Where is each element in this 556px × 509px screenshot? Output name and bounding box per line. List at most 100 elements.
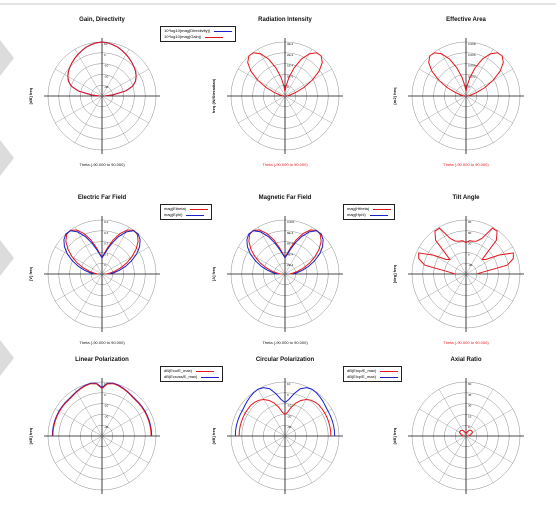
legend-swatch [373, 208, 392, 210]
polar-panel: Linear Polarization 10 0 -10 -20 -30 [dB] freq… [10, 352, 224, 509]
ring-tick-label: 0.001 [287, 220, 295, 224]
legend-label: mag(Hphi) [347, 212, 366, 217]
polar-plot-svg: Effective Area 0.008 0.006 0.004 0.002 0 [m2] … [392, 17, 524, 167]
grid-spoke [74, 389, 103, 437]
grid-spoke [55, 95, 103, 124]
grid-spoke [465, 95, 494, 143]
plot-title: Circular Polarization [256, 357, 315, 363]
y-axis-label: [dB] freq [392, 427, 397, 444]
ring-tick-label: 0 [468, 425, 470, 429]
grid-spoke [438, 435, 467, 483]
grid-spoke [284, 227, 313, 275]
grid-spoke [55, 408, 103, 437]
legend-item: 10*log10(mag(Directivity)) [164, 28, 233, 34]
ring-tick-label: -20 [104, 74, 109, 78]
y-axis-label: [V] freq [28, 266, 33, 281]
ring-tick-label: -10 [287, 404, 292, 408]
ring-tick-label: 60 [468, 382, 472, 386]
legend-box: dB(Eco/E_max) dB(Ecross/E_max) [160, 366, 224, 382]
plot-title: Linear Polarization [75, 357, 129, 363]
legend-label: dB(Elcp/E_max) [347, 374, 376, 379]
ring-tick-label: 0 [104, 263, 106, 267]
grid-spoke [465, 408, 513, 437]
legend-item: dB(Elcp/E_max) [347, 374, 398, 380]
ring-tick-label: 0.002 [468, 74, 476, 78]
grid-spoke [465, 227, 494, 275]
grid-spoke [238, 246, 286, 275]
legend-box: dB(Ercp/E_max) dB(Elcp/E_max) [343, 366, 403, 382]
grid-spoke [101, 49, 130, 97]
grid-spoke [101, 95, 130, 143]
series-curve-red [247, 52, 323, 97]
legend-label: 10*log10(mag(Directivity)) [164, 28, 211, 33]
grid-spoke [284, 435, 313, 483]
grid-spoke [238, 273, 286, 302]
ring-tick-label: 0.1 [104, 252, 109, 256]
legend-item: dB(Eco/E_max) [164, 368, 219, 374]
y-axis-label: [m2] freq [392, 87, 397, 105]
series-curve-blue [246, 230, 324, 275]
ring-tick-label: -30 [468, 263, 473, 267]
polar-plot-svg: Gain, Directivity 10 0 -10 -20 -30 [dB] freq Th… [28, 17, 160, 167]
legend-label: dB(Eco/E_max) [164, 368, 193, 373]
grid-spoke [257, 95, 286, 143]
grid-spoke [419, 273, 467, 302]
legend-box: mag(Htheta) mag(Hphi) [343, 204, 396, 220]
legend-label: mag(Ephi) [164, 212, 183, 217]
ring-tick-label: -30 [104, 85, 109, 89]
ring-tick-label: 30 [468, 404, 472, 408]
grid-spoke [101, 246, 149, 275]
legend-item: dB(Ecross/E_max) [164, 374, 220, 380]
ring-tick-label: 10 [104, 42, 108, 46]
grid-spoke [101, 227, 130, 275]
grid-spoke [465, 95, 513, 124]
grid-spoke [257, 435, 286, 483]
x-axis-label: Theta (-90.000 to 90.000) [79, 162, 125, 167]
grid-spoke [284, 95, 332, 124]
ring-tick-label: -30 [287, 425, 292, 429]
series-curve-red [458, 429, 474, 437]
legend-swatch [214, 30, 233, 32]
ring-tick-label: 5E-5 [287, 74, 294, 78]
y-axis-label: [dB] freq [28, 87, 33, 104]
x-axis-label: Theta (-90.000 to 90.000) [79, 340, 125, 345]
ring-tick-label: 0 [287, 85, 289, 89]
y-axis-label: [dB] freq [211, 427, 216, 444]
polar-plot-svg: Radiation Intensity 3E-4 2E-4 1E-4 5E-5 0 freq… [211, 17, 343, 167]
grid-spoke [465, 246, 513, 275]
ring-tick-label: 15 [468, 414, 472, 418]
grid-spoke [74, 435, 103, 483]
legend-swatch [186, 214, 205, 216]
grid-spoke [438, 273, 467, 321]
grid-spoke [284, 435, 332, 464]
series-curve-blue [51, 382, 153, 437]
series-curve-blue [63, 230, 141, 275]
grid-spoke [284, 273, 313, 321]
grid-spoke [257, 273, 286, 321]
grid-spoke [55, 246, 103, 275]
grid-spoke [284, 273, 332, 302]
grid-spoke [101, 435, 130, 483]
grid-spoke [101, 95, 149, 124]
legend-swatch [379, 376, 398, 378]
ring-tick-label: 90 [468, 220, 472, 224]
ring-tick-label: 30 [468, 242, 472, 246]
plot-title: Gain, Directivity [79, 17, 125, 23]
plot-title: Electric Far Field [78, 195, 127, 201]
ring-tick-label: 0.008 [468, 42, 476, 46]
legend-item: mag(Etheta) [164, 206, 209, 212]
ring-tick-label: -10 [104, 64, 109, 68]
grid-spoke [238, 68, 286, 97]
grid-spoke [284, 68, 332, 97]
grid-spoke [284, 95, 313, 143]
y-axis-label: [A] freq [211, 266, 216, 281]
polar-panel: Magnetic Far Field 0.001 8E-4 6E-4 4E-4 2E-4 [… [193, 190, 396, 347]
grid-spoke [419, 435, 467, 464]
grid-spoke [438, 49, 467, 97]
legend-swatch [196, 370, 215, 372]
polar-plot-grid: Gain, Directivity 10 0 -10 -20 -30 [dB] freq Th… [28, 17, 524, 494]
polar-plot-svg: Circular Polarization 10 0 -10 -20 -30 [dB] fr… [211, 357, 343, 494]
grid-spoke [419, 408, 467, 437]
grid-spoke [238, 435, 286, 464]
